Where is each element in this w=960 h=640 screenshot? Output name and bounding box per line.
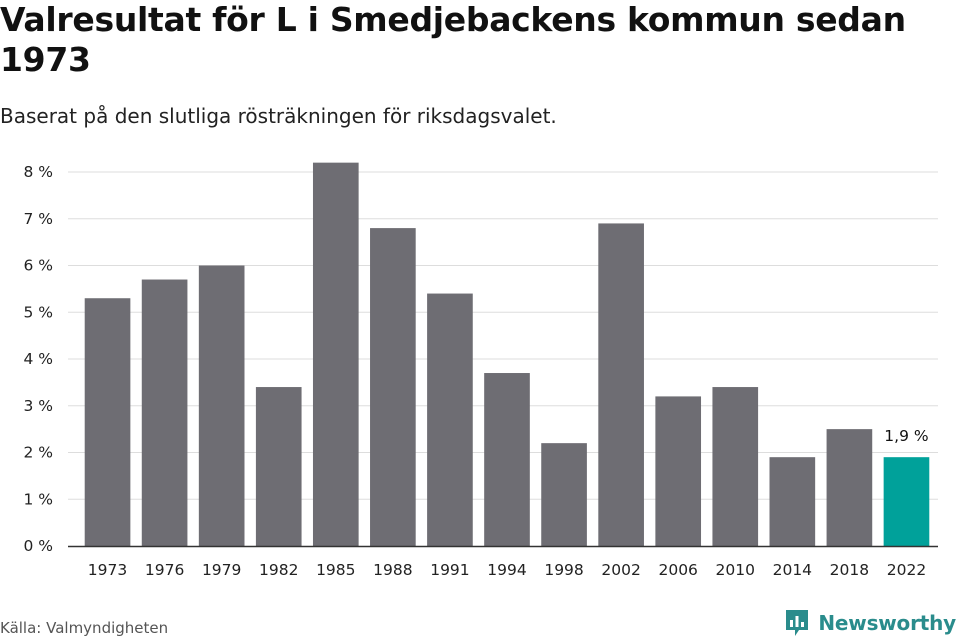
bar-2002	[598, 223, 644, 547]
x-tick-label: 1973	[88, 561, 127, 579]
x-tick-label: 1991	[430, 561, 469, 579]
bar-1976	[141, 279, 188, 546]
data-label: 1,9 %	[884, 427, 928, 445]
bar-1998	[541, 443, 587, 546]
x-axis-labels: 1973 1976 1979 1982 1985 1988 1991 1994 1998 2002…	[88, 561, 926, 579]
bar-2010	[712, 387, 759, 546]
brand-logo: Newsworthy	[784, 606, 956, 640]
bar-1985	[312, 162, 359, 546]
bar-1973	[84, 298, 131, 546]
annotations: 1,9 %	[884, 427, 928, 445]
bar-chart: 0 % 1 % 2 % 3 % 4 % 5 % 6 % 7 % 8 % 1973 1976 1979…	[23, 162, 938, 579]
x-tick-label: 2006	[658, 561, 697, 579]
bar-1982	[255, 387, 302, 546]
y-tick-label: 8 %	[23, 163, 53, 181]
x-tick-label: 2010	[716, 561, 755, 579]
x-tick-label: 2018	[830, 561, 869, 579]
x-tick-label: 1979	[202, 561, 241, 579]
y-tick-label: 1 %	[23, 490, 53, 508]
x-tick-label: 1982	[259, 561, 298, 579]
x-tick-label: 1985	[316, 561, 355, 579]
bars	[84, 162, 930, 547]
bar-1979	[198, 265, 245, 546]
bar-2014	[769, 457, 816, 546]
bar-1988	[370, 228, 416, 546]
y-tick-label: 5 %	[23, 303, 53, 321]
source-note: Källa: Valmyndigheten	[0, 619, 169, 637]
y-tick-label: 0 %	[23, 537, 53, 555]
x-tick-label: 1998	[544, 561, 583, 579]
chart-subtitle: Baserat på den slutliga rösträkningen fö…	[0, 104, 557, 128]
brand-name: Newsworthy	[818, 611, 956, 635]
x-tick-label: 1988	[373, 561, 412, 579]
x-tick-label: 1976	[145, 561, 184, 579]
bar-1991	[427, 293, 473, 546]
y-tick-label: 6 %	[23, 257, 53, 275]
y-tick-label: 3 %	[23, 397, 53, 415]
x-tick-label: 2014	[773, 561, 812, 579]
bar-2022	[883, 457, 930, 546]
x-tick-label: 2002	[601, 561, 640, 579]
y-axis-ticks: 0 % 1 % 2 % 3 % 4 % 5 % 6 % 7 % 8 %	[23, 163, 53, 555]
bar-1994	[484, 373, 530, 546]
y-tick-label: 7 %	[23, 210, 53, 228]
y-tick-label: 2 %	[23, 444, 53, 462]
newsworthy-logo-icon	[786, 610, 809, 636]
chart-title: Valresultat för L i Smedjebackens kommun…	[0, 0, 906, 79]
bar-2006	[655, 396, 702, 546]
x-tick-label: 1994	[487, 561, 526, 579]
x-tick-label: 2022	[887, 561, 926, 579]
y-tick-label: 4 %	[23, 350, 53, 368]
bar-2018	[826, 429, 873, 546]
